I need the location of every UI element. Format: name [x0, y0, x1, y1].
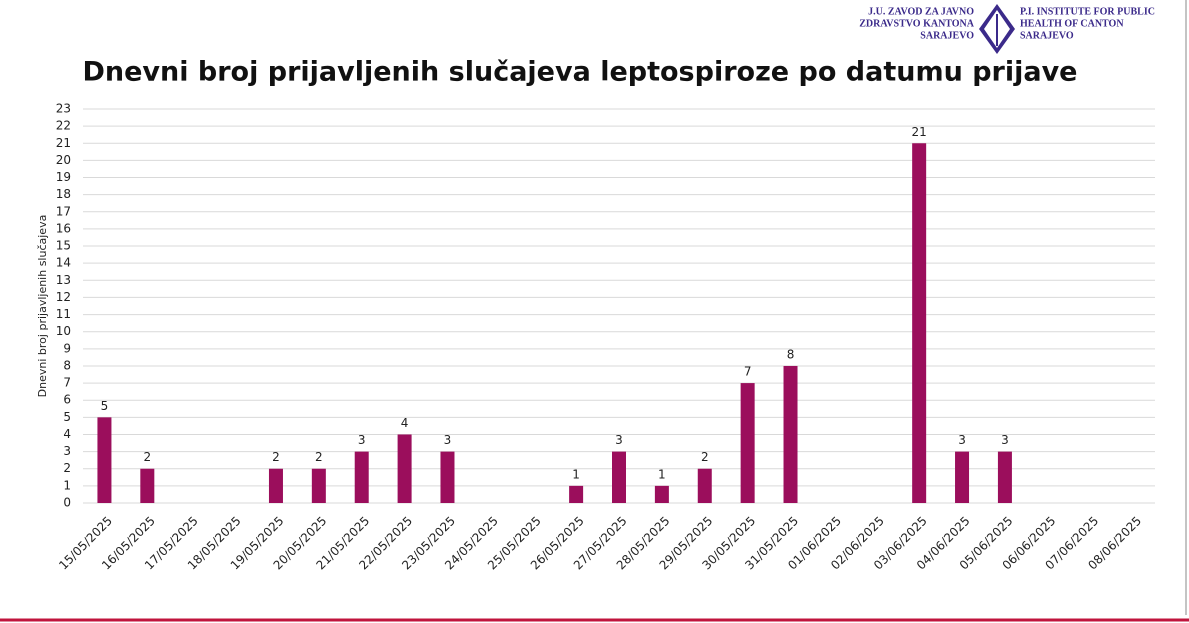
data-label: 1: [658, 467, 666, 481]
data-label: 3: [958, 433, 966, 447]
bar: [997, 451, 1012, 503]
data-label: 3: [615, 433, 623, 447]
y-tick-label: 15: [56, 239, 71, 253]
bar: [268, 468, 283, 503]
y-tick-label: 19: [56, 170, 71, 184]
data-label: 8: [787, 347, 795, 361]
y-tick-label: 13: [56, 273, 71, 287]
logo-text: ZDRAVSTVO KANTONA: [859, 18, 975, 29]
bar: [697, 468, 712, 503]
y-tick-label: 3: [63, 444, 71, 458]
logo: J.U. ZAVOD ZA JAVNO ZDRAVSTVO KANTONA SA…: [859, 4, 1155, 54]
bar: [397, 434, 412, 503]
bar: [440, 451, 455, 503]
bar: [569, 485, 584, 503]
y-tick-label: 0: [63, 496, 71, 510]
y-tick-label: 10: [56, 324, 71, 338]
bar: [354, 451, 369, 503]
y-tick-label: 4: [63, 427, 71, 441]
logo-text: SARAJEVO: [1020, 30, 1074, 41]
bar: [740, 383, 755, 503]
y-tick-label: 21: [56, 136, 71, 150]
bar: [912, 143, 927, 503]
y-tick-label: 16: [56, 221, 71, 235]
data-label: 5: [101, 399, 109, 413]
data-label: 2: [701, 450, 709, 464]
y-tick-label: 8: [63, 358, 71, 372]
data-label: 7: [744, 365, 752, 379]
bar: [783, 365, 798, 503]
y-tick-label: 12: [56, 290, 71, 304]
data-label: 3: [1001, 433, 1009, 447]
y-axis-title: Dnevni broj prijavljenih slučajeva: [36, 215, 49, 398]
bar: [311, 468, 326, 503]
y-tick-label: 18: [56, 187, 71, 201]
data-label: 1: [572, 467, 580, 481]
y-tick-label: 22: [56, 119, 71, 133]
y-tick-label: 1: [63, 478, 71, 492]
data-label: 2: [315, 450, 323, 464]
y-tick-label: 6: [63, 393, 71, 407]
y-tick-label: 14: [56, 256, 71, 270]
y-tick-label: 23: [56, 102, 71, 116]
y-tick-label: 9: [63, 341, 71, 355]
bar: [140, 468, 155, 503]
data-label: 4: [401, 416, 409, 430]
data-label: 2: [143, 450, 151, 464]
y-tick-label: 11: [56, 307, 71, 321]
logo-text: SARAJEVO: [920, 30, 974, 41]
y-tick-label: 5: [63, 410, 71, 424]
data-label: 3: [444, 433, 452, 447]
data-label: 2: [272, 450, 280, 464]
y-tick-label: 7: [63, 376, 71, 390]
y-tick-label: 17: [56, 204, 71, 218]
y-tick-label: 20: [56, 153, 71, 167]
logo-text: P.I. INSTITUTE FOR PUBLIC: [1020, 6, 1155, 17]
y-tick-label: 2: [63, 461, 71, 475]
data-label: 3: [358, 433, 366, 447]
chart-title: Dnevni broj prijavljenih slučajeva lepto…: [82, 57, 1077, 88]
bar: [654, 485, 669, 503]
logo-text: J.U. ZAVOD ZA JAVNO: [868, 6, 974, 17]
bar: [97, 417, 112, 503]
data-label: 21: [912, 125, 927, 139]
bar: [612, 451, 626, 503]
bar: [955, 451, 970, 503]
logo-text: HEALTH OF CANTON: [1020, 18, 1124, 29]
